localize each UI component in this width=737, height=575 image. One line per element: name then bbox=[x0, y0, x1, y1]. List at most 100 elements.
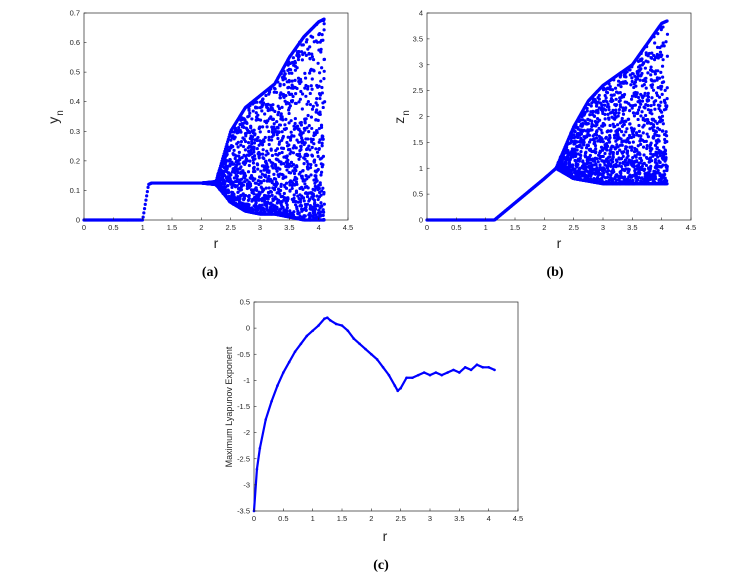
data-point bbox=[246, 141, 251, 145]
data-point bbox=[301, 168, 305, 173]
data-point bbox=[319, 193, 323, 197]
data-point bbox=[594, 136, 599, 140]
data-point bbox=[303, 86, 307, 90]
data-point bbox=[297, 152, 302, 156]
data-point bbox=[593, 144, 598, 148]
data-point bbox=[255, 188, 259, 192]
data-point bbox=[587, 102, 591, 107]
y-tick-label: 2 bbox=[419, 112, 423, 121]
y-tick-label: -0.5 bbox=[237, 350, 250, 359]
data-point bbox=[659, 87, 663, 91]
data-point bbox=[287, 80, 291, 84]
data-point bbox=[256, 113, 260, 117]
data-point bbox=[287, 162, 291, 166]
data-point bbox=[653, 119, 657, 123]
x-tick-label: 2 bbox=[542, 223, 546, 232]
data-point bbox=[375, 358, 379, 361]
data-point bbox=[266, 197, 270, 201]
data-point bbox=[658, 160, 662, 165]
data-point bbox=[411, 376, 414, 380]
data-point bbox=[318, 138, 322, 142]
data-point bbox=[226, 189, 231, 193]
data-point bbox=[292, 178, 296, 182]
data-point bbox=[223, 181, 227, 186]
x-axis-ticks-b: 0 0.5 1 1.5 2 2.5 3 3.5 4 4.5 bbox=[425, 217, 696, 232]
data-point bbox=[290, 99, 295, 103]
y-tick-label: 0.4 bbox=[70, 97, 80, 106]
data-point bbox=[276, 136, 280, 141]
y-axis-label-sub-a: n bbox=[55, 110, 66, 116]
data-point bbox=[306, 84, 310, 89]
data-point bbox=[623, 72, 627, 76]
chart-panel-c: 0 0.5 1 1.5 2 2.5 3 3.5 4 4.5 -3.5-3-2.5-2-1.5-1-… bbox=[224, 298, 523, 574]
data-point bbox=[621, 106, 625, 110]
data-point bbox=[291, 213, 295, 217]
data-point bbox=[293, 116, 297, 121]
data-point bbox=[270, 163, 274, 168]
data-point bbox=[322, 190, 326, 195]
data-point bbox=[637, 105, 642, 109]
data-point bbox=[298, 97, 302, 101]
data-point bbox=[647, 160, 651, 164]
data-point bbox=[654, 177, 658, 181]
data-point bbox=[275, 147, 280, 151]
data-point bbox=[298, 77, 303, 81]
data-point bbox=[649, 103, 653, 108]
x-tick-label: 2.5 bbox=[225, 223, 235, 232]
data-point bbox=[303, 76, 308, 80]
data-point bbox=[235, 174, 239, 178]
data-point bbox=[661, 75, 665, 79]
data-point bbox=[321, 186, 325, 190]
data-point bbox=[261, 101, 266, 105]
data-point bbox=[600, 103, 604, 107]
data-point bbox=[288, 209, 292, 213]
data-point bbox=[617, 107, 621, 112]
data-point bbox=[634, 155, 638, 159]
data-point bbox=[310, 35, 315, 39]
data-point bbox=[630, 79, 634, 84]
data-point bbox=[291, 163, 296, 167]
data-point bbox=[277, 106, 282, 111]
data-point bbox=[318, 110, 322, 114]
data-point bbox=[233, 135, 237, 139]
data-point bbox=[663, 176, 667, 180]
data-point bbox=[252, 154, 257, 158]
data-point bbox=[572, 129, 576, 133]
data-point bbox=[251, 161, 256, 165]
data-point bbox=[654, 99, 658, 103]
data-point bbox=[310, 140, 314, 144]
data-point bbox=[660, 84, 664, 89]
data-point bbox=[298, 200, 303, 204]
data-point bbox=[582, 113, 586, 117]
data-point bbox=[295, 66, 299, 70]
data-point bbox=[605, 148, 609, 152]
data-point bbox=[243, 161, 248, 165]
data-point bbox=[594, 99, 598, 103]
data-point bbox=[650, 83, 655, 87]
data-point bbox=[657, 139, 661, 143]
data-point bbox=[605, 142, 609, 146]
data-point bbox=[487, 366, 490, 369]
data-point bbox=[644, 79, 648, 84]
data-point bbox=[587, 133, 592, 137]
data-point bbox=[650, 147, 654, 151]
data-point bbox=[258, 152, 262, 156]
data-point bbox=[262, 138, 266, 142]
data-point bbox=[311, 104, 315, 108]
data-point bbox=[252, 165, 256, 169]
data-point bbox=[310, 145, 314, 150]
data-point bbox=[320, 141, 324, 145]
data-point bbox=[599, 128, 603, 132]
data-point bbox=[145, 194, 149, 198]
data-point bbox=[652, 102, 656, 107]
data-point bbox=[422, 371, 426, 374]
data-point bbox=[248, 131, 252, 135]
data-point bbox=[630, 148, 634, 152]
x-tick-label: 2 bbox=[199, 223, 203, 232]
data-point bbox=[615, 123, 620, 127]
data-point bbox=[304, 117, 308, 121]
data-point bbox=[225, 167, 229, 171]
data-point bbox=[320, 66, 324, 70]
data-point bbox=[272, 188, 277, 192]
data-point bbox=[310, 55, 314, 59]
